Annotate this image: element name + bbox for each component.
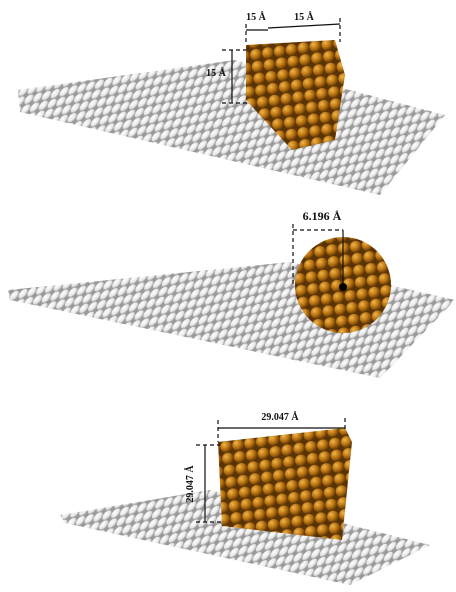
panel-plate: 29.047 Å 29.047 Å: [60, 411, 430, 585]
panel-cube: 15 Å 15 Å 15 Å: [18, 11, 445, 195]
figure: 15 Å 15 Å 15 Å 6.196 Å 29.047 Å 29.047 Å: [0, 0, 456, 592]
dimension-label: 15 Å: [294, 11, 315, 23]
dim-line: [268, 24, 340, 28]
page: 15 Å 15 Å 15 Å 6.196 Å 29.047 Å 29.047 Å…: [0, 0, 456, 592]
center-dot: [339, 283, 347, 291]
dimension-label: 6.196 Å: [303, 209, 342, 223]
dimension-label: 15 Å: [246, 11, 267, 23]
dimension-label: 15 Å: [206, 67, 227, 79]
plate-nanoparticle: [218, 428, 352, 540]
dimension-label: 29.047 Å: [184, 465, 196, 503]
dimension-label: 29.047 Å: [261, 411, 299, 423]
panel-sphere: 6.196 Å: [8, 209, 455, 378]
